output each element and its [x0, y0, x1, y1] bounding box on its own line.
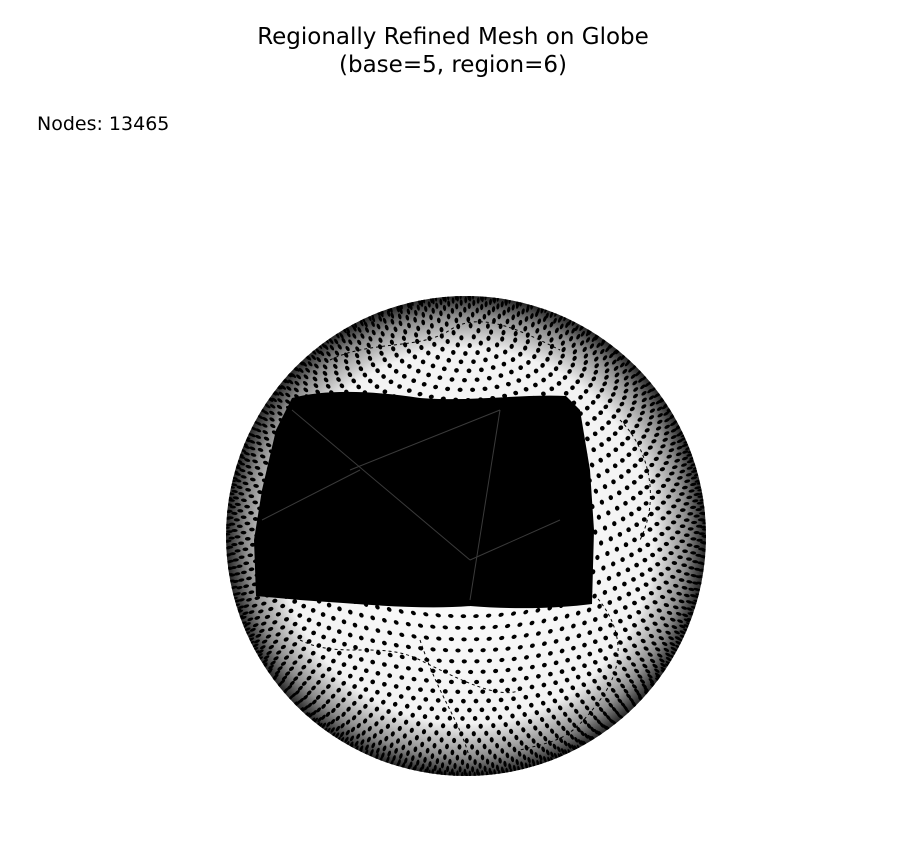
node-count-label: Nodes: 13465: [37, 113, 170, 135]
coastlines: [299, 321, 651, 761]
refined-region-seam: [469, 409, 501, 601]
refined-region-seam: [291, 409, 471, 561]
refined-region-seam: [469, 519, 561, 561]
refined-region-patch: [254, 391, 594, 609]
figure-subtitle: (base=5, region=6): [339, 52, 567, 78]
refined-region-seam: [261, 469, 361, 521]
figure-title: Regionally Refined Mesh on Globe: [257, 24, 649, 50]
refined-region: [254, 391, 594, 609]
refined-region-seam: [349, 409, 501, 471]
